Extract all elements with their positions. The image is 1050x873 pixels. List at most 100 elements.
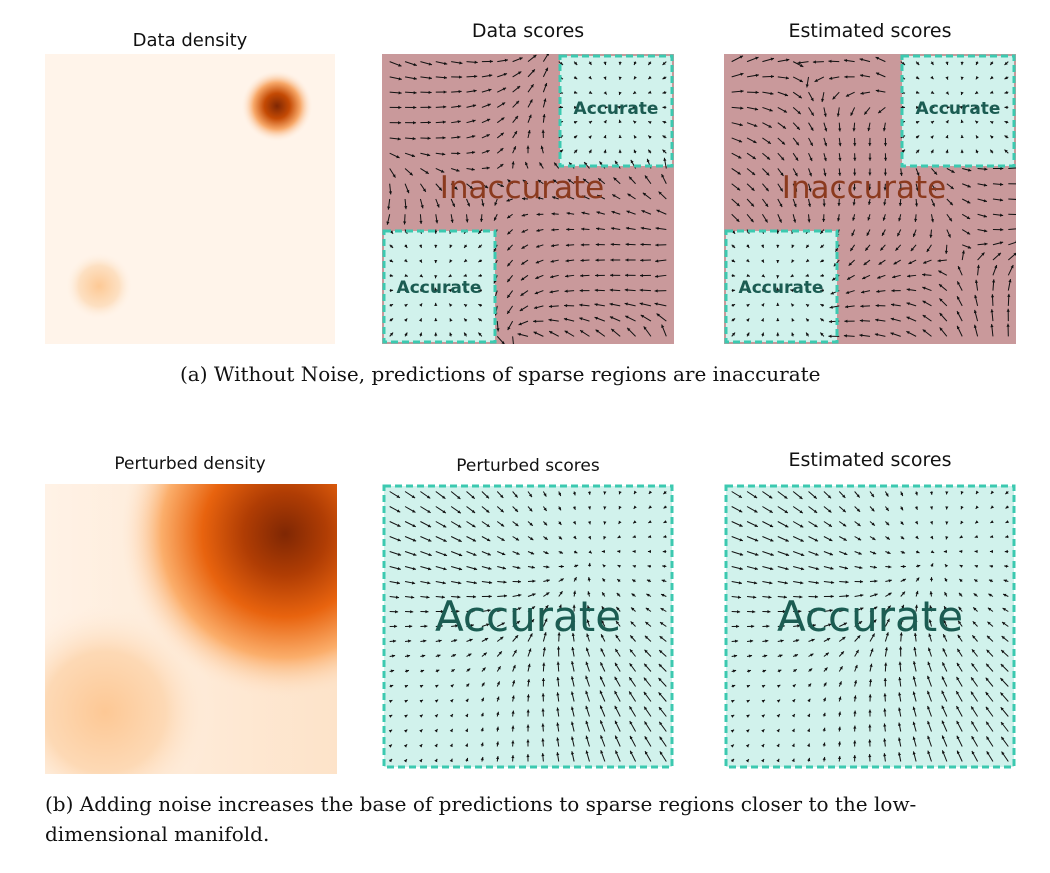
score-arrow xyxy=(586,619,590,627)
score-arrow xyxy=(389,684,394,688)
score-arrow xyxy=(859,333,871,337)
score-arrow xyxy=(927,647,932,657)
score-arrow xyxy=(389,273,394,277)
score-arrow xyxy=(566,211,575,216)
score-arrow xyxy=(955,690,963,702)
score-arrow xyxy=(628,691,637,702)
score-arrow xyxy=(526,739,530,747)
score-arrow xyxy=(404,76,417,81)
score-arrow xyxy=(512,506,519,513)
score-arrow xyxy=(972,606,978,612)
score-arrow xyxy=(761,684,766,688)
score-arrow xyxy=(823,168,827,177)
score-arrow xyxy=(527,521,534,527)
score-arrow xyxy=(975,75,979,80)
score-arrow xyxy=(640,314,652,322)
score-arrow xyxy=(633,61,637,66)
score-arrow xyxy=(435,90,447,94)
score-arrow xyxy=(543,551,549,555)
score-arrow xyxy=(420,136,431,140)
score-arrow xyxy=(632,90,637,95)
score-arrow xyxy=(990,309,994,322)
score-arrow xyxy=(481,536,491,542)
score-arrow xyxy=(852,214,856,221)
score-arrow xyxy=(481,667,486,672)
score-arrow xyxy=(945,91,950,95)
score-arrow xyxy=(777,168,784,177)
score-arrow xyxy=(931,168,938,176)
score-arrow xyxy=(543,592,550,597)
score-arrow xyxy=(900,578,907,582)
score-arrow xyxy=(466,581,478,585)
score-arrow xyxy=(731,318,736,322)
score-arrow xyxy=(449,743,453,748)
score-arrow xyxy=(420,90,432,95)
score-arrow xyxy=(957,634,963,642)
score-arrow xyxy=(837,183,841,191)
score-arrow xyxy=(587,591,591,597)
score-arrow xyxy=(389,76,402,81)
score-arrow xyxy=(805,244,810,249)
score-arrow xyxy=(837,755,842,762)
score-arrow xyxy=(877,274,886,279)
score-arrow xyxy=(898,214,902,222)
score-arrow xyxy=(542,114,546,123)
score-arrow xyxy=(972,620,978,627)
score-arrow xyxy=(1006,308,1010,322)
score-arrow xyxy=(646,579,652,583)
score-arrow xyxy=(986,750,994,762)
score-arrow xyxy=(610,226,621,231)
score-arrow xyxy=(793,566,805,571)
score-arrow xyxy=(404,303,408,308)
score-arrow xyxy=(615,750,621,762)
score-arrow xyxy=(524,161,529,169)
score-arrow xyxy=(777,595,787,599)
score-arrow xyxy=(977,242,988,246)
accurate-region-top-right xyxy=(902,56,1014,166)
score-arrow xyxy=(883,723,887,732)
score-arrow xyxy=(746,595,757,599)
score-arrow xyxy=(1007,264,1014,276)
score-arrow xyxy=(556,722,560,732)
score-arrow xyxy=(989,564,994,568)
score-arrow xyxy=(512,607,522,612)
score-arrow xyxy=(543,565,550,569)
score-arrow xyxy=(941,750,948,762)
score-arrow xyxy=(868,678,873,687)
score-arrow xyxy=(506,213,513,219)
score-arrow xyxy=(624,315,636,322)
score-arrow xyxy=(405,105,417,110)
score-arrow xyxy=(792,91,803,99)
score-arrow xyxy=(761,259,765,263)
score-arrow xyxy=(533,319,544,323)
score-arrow xyxy=(570,676,575,687)
score-arrow xyxy=(512,536,520,541)
score-arrow xyxy=(747,90,759,94)
score-arrow xyxy=(527,648,532,657)
score-arrow xyxy=(618,119,622,124)
score-arrow xyxy=(914,520,919,525)
score-arrow xyxy=(1000,649,1009,657)
score-arrow xyxy=(595,258,605,262)
score-arrow xyxy=(663,157,667,169)
score-arrow xyxy=(876,289,886,293)
score-arrow xyxy=(828,334,840,338)
score-arrow xyxy=(930,563,934,567)
score-arrow xyxy=(844,305,855,309)
score-arrow xyxy=(762,137,772,145)
score-arrow xyxy=(853,710,857,717)
score-arrow xyxy=(883,677,887,687)
score-arrow xyxy=(927,720,932,732)
score-arrow xyxy=(777,609,786,614)
score-arrow xyxy=(1000,677,1009,687)
score-arrow xyxy=(463,332,468,337)
score-arrow xyxy=(776,332,780,337)
score-arrow xyxy=(828,59,840,63)
score-arrow xyxy=(451,61,463,65)
score-arrow xyxy=(912,660,917,672)
score-arrow xyxy=(860,290,871,294)
score-arrow xyxy=(854,664,858,672)
score-arrow xyxy=(404,536,417,542)
score-arrow xyxy=(614,662,621,672)
score-arrow xyxy=(404,168,414,176)
